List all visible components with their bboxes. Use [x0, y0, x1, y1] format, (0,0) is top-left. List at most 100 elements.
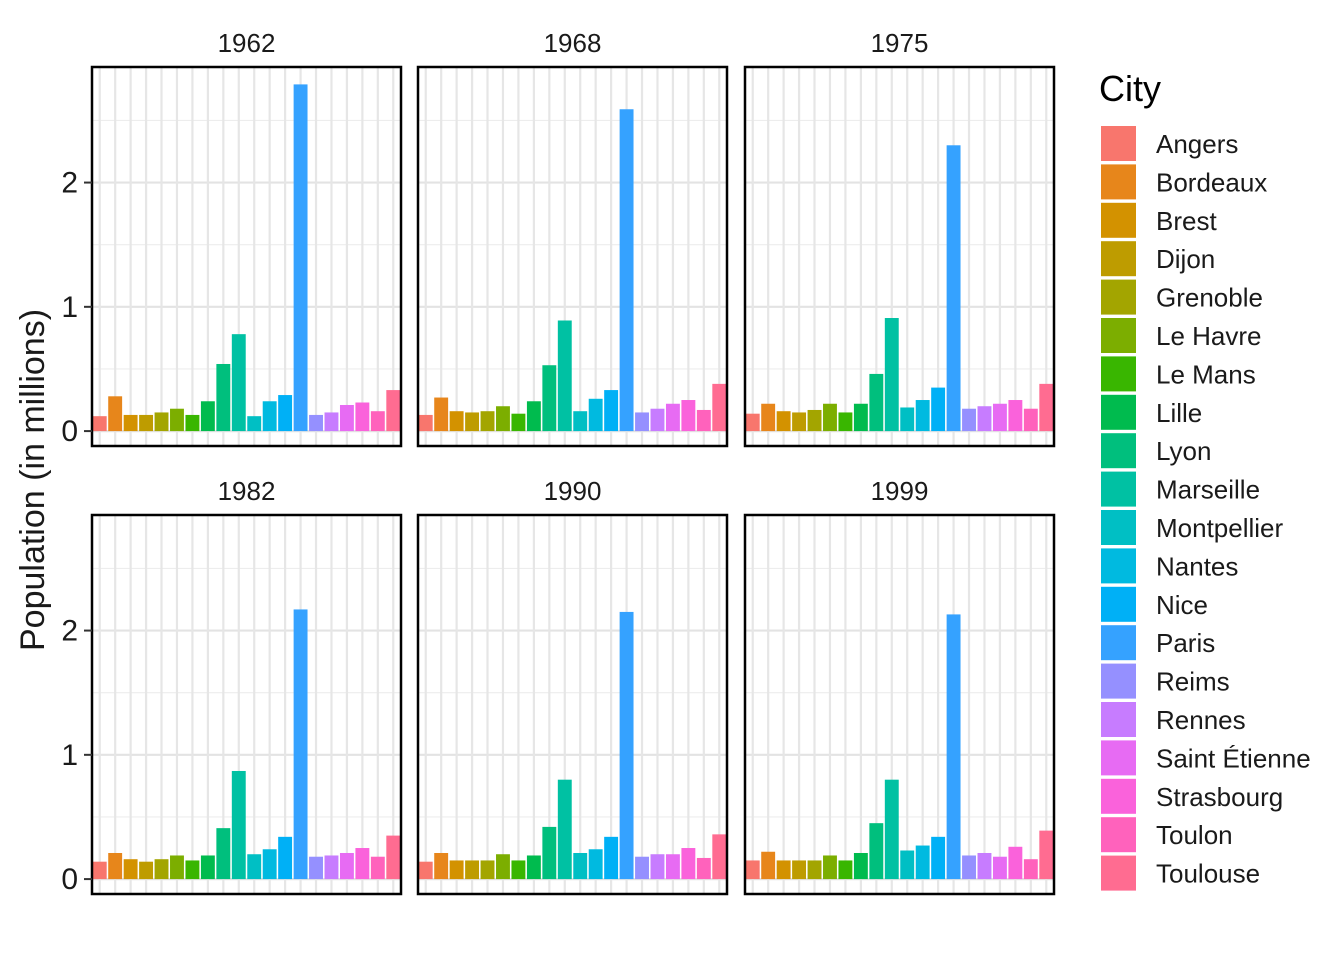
bar-lyon-1962 — [216, 363, 231, 432]
legend-item: Saint Étienne — [1101, 740, 1311, 776]
bar-brest-1968 — [449, 411, 464, 432]
bar-rennes-1968 — [650, 408, 665, 432]
bar-toulouse-1968 — [712, 383, 727, 432]
y-axis-title: Population (in millions) — [14, 309, 52, 651]
bar-grenoble-1962 — [154, 412, 169, 432]
bar-nantes-1990 — [588, 849, 603, 880]
bar-dijon-1975 — [792, 412, 807, 432]
bar-dijon-1999 — [792, 860, 807, 880]
legend: City Angers Bordeaux Brest Dijon Grenoble Le H… — [1099, 68, 1311, 891]
panel-border — [90, 65, 403, 448]
bar-montpellier-1962 — [247, 416, 262, 432]
panel-1975: 1975 — [743, 28, 1056, 448]
bar-saint-étienne-1962 — [339, 404, 354, 432]
bar-le-havre-1999 — [823, 855, 837, 880]
panel-1982: 1982 0 1 2 — [61, 476, 403, 896]
bar-lyon-1968 — [542, 365, 557, 432]
bar-marseille-1975 — [884, 318, 899, 432]
bar-angers-1962 — [92, 416, 107, 432]
bar-lyon-1990 — [542, 826, 557, 880]
legend-label: Saint Étienne — [1156, 743, 1311, 773]
bar-bordeaux-1999 — [761, 851, 776, 880]
legend-item: Angers — [1101, 126, 1238, 161]
legend-swatch — [1101, 356, 1136, 392]
bar-le-mans-1982 — [185, 860, 200, 880]
legend-label: Lyon — [1156, 436, 1211, 466]
legend-item: Strasbourg — [1101, 778, 1283, 814]
bar-lille-1982 — [200, 855, 215, 880]
legend-item: Brest — [1101, 202, 1217, 238]
bar-montpellier-1999 — [900, 850, 915, 880]
bar-rennes-1982 — [324, 855, 339, 880]
legend-swatch — [1101, 663, 1136, 699]
bar-montpellier-1990 — [573, 852, 588, 880]
bar-montpellier-1982 — [247, 854, 262, 880]
bar-strasbourg-1968 — [681, 400, 696, 432]
bar-paris-1999 — [946, 614, 961, 880]
bar-le-havre-1990 — [496, 854, 510, 880]
bar-le-havre-1975 — [823, 403, 837, 432]
legend-title: City — [1099, 68, 1161, 109]
bar-paris-1990 — [619, 611, 634, 880]
bar-lyon-1975 — [869, 373, 884, 432]
legend-item: Le Havre — [1101, 318, 1262, 353]
bar-lyon-1982 — [216, 828, 231, 880]
bar-saint-étienne-1975 — [992, 403, 1007, 432]
bar-le-havre-1982 — [170, 855, 184, 880]
legend-swatch — [1101, 740, 1136, 776]
bar-toulon-1968 — [696, 409, 711, 432]
panel-1990: 1990 — [416, 476, 729, 896]
bar-nice-1962 — [278, 395, 293, 432]
panel-background — [92, 515, 401, 894]
legend-item: Nantes — [1101, 548, 1238, 584]
bar-nice-1990 — [604, 836, 619, 880]
panel-background — [418, 515, 727, 894]
panel-background — [745, 515, 1054, 894]
legend-label: Nice — [1156, 590, 1208, 620]
legend-label: Dijon — [1156, 244, 1215, 274]
facet-label: 1982 — [218, 476, 276, 506]
legend-item: Dijon — [1101, 241, 1215, 277]
panel-border — [743, 65, 1056, 448]
facet-label: 1990 — [544, 476, 602, 506]
bar-dijon-1990 — [465, 860, 480, 880]
bar-marseille-1968 — [557, 320, 572, 432]
bar-nantes-1982 — [262, 849, 277, 880]
facet-label: 1975 — [871, 28, 929, 58]
bar-brest-1990 — [449, 860, 464, 880]
panel-border — [90, 513, 403, 896]
bar-grenoble-1990 — [480, 860, 495, 880]
panel-1962: 1962 0 1 2 — [61, 28, 403, 448]
panel-background — [92, 67, 401, 446]
bar-montpellier-1968 — [573, 411, 588, 432]
legend-item: Paris — [1101, 625, 1215, 661]
legend-item: Lyon — [1101, 433, 1211, 469]
panel-background — [418, 67, 727, 446]
bar-grenoble-1999 — [807, 860, 822, 880]
legend-item: Le Mans — [1101, 356, 1256, 392]
bar-saint-étienne-1982 — [339, 852, 354, 880]
bar-lille-1975 — [853, 403, 868, 432]
y-tick-label: 2 — [61, 615, 78, 648]
bar-saint-étienne-1999 — [992, 856, 1007, 880]
legend-swatch — [1101, 702, 1136, 737]
bar-reims-1982 — [309, 856, 323, 880]
bar-paris-1982 — [293, 609, 308, 880]
bar-dijon-1968 — [465, 412, 480, 432]
bar-bordeaux-1962 — [108, 396, 123, 432]
facet-label: 1999 — [871, 476, 929, 506]
legend-swatch — [1101, 394, 1136, 430]
legend-label: Lille — [1156, 398, 1202, 428]
bar-nice-1968 — [604, 390, 619, 432]
legend-label: Angers — [1156, 129, 1238, 159]
legend-swatch — [1101, 471, 1136, 507]
legend-item: Toulon — [1101, 817, 1233, 853]
bar-paris-1962 — [293, 84, 308, 432]
bar-strasbourg-1975 — [1008, 400, 1023, 432]
legend-item: Montpellier — [1101, 510, 1284, 545]
y-tick-label: 2 — [61, 167, 78, 200]
bar-paris-1975 — [946, 145, 961, 432]
bar-lille-1962 — [200, 401, 215, 432]
panel-border — [416, 513, 729, 896]
